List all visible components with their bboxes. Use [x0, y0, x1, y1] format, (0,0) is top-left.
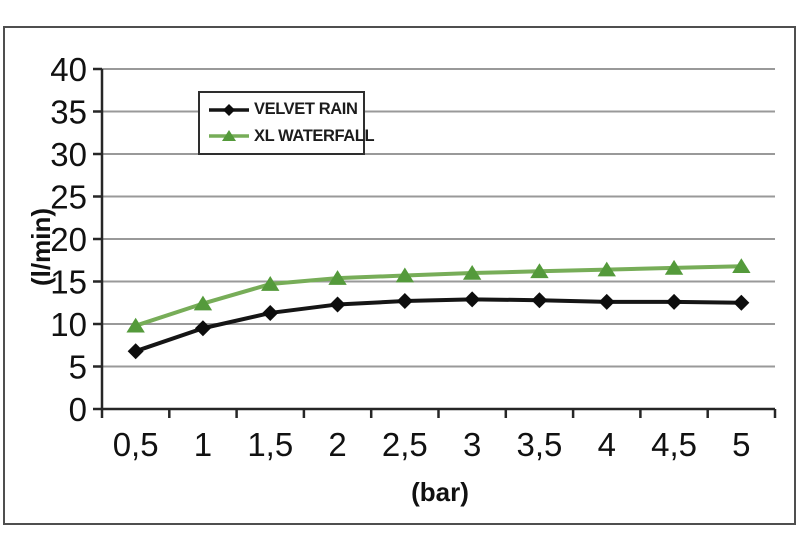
data-point-diamond-marker — [396, 293, 413, 310]
data-point-triangle-marker — [328, 270, 347, 285]
data-point-diamond-marker — [194, 320, 211, 337]
x-tick-label: 2,5 — [382, 426, 428, 463]
y-tick-label: 40 — [50, 51, 87, 88]
x-tick-label: 2 — [328, 426, 346, 463]
data-point-diamond-marker — [598, 293, 615, 310]
y-tick-label: 0 — [69, 391, 87, 428]
legend-label: VELVET RAIN — [254, 100, 358, 119]
x-tick-label: 4,5 — [651, 426, 697, 463]
x-tick-label: 0,5 — [113, 426, 159, 463]
legend-item-xl-waterfall: XL WATERFALL — [208, 127, 375, 146]
data-point-triangle-marker — [664, 259, 684, 275]
data-point-triangle-marker — [126, 317, 145, 333]
legend-triangle-marker-icon — [209, 130, 249, 142]
data-point-diamond-marker — [262, 304, 279, 321]
data-point-triangle-marker — [597, 261, 616, 277]
data-point-triangle-marker — [193, 295, 213, 311]
y-axis-title: (l/min) — [26, 208, 56, 286]
x-tick-label: 3 — [463, 426, 481, 463]
data-point-triangle-marker — [395, 267, 415, 283]
series-line-velvet-rain — [135, 297, 742, 354]
y-tick-label: 25 — [50, 179, 87, 216]
y-tick-label: 20 — [50, 221, 87, 258]
data-point-diamond-marker — [733, 294, 750, 311]
x-axis-title: (bar) — [411, 477, 469, 507]
y-tick-label: 30 — [50, 136, 87, 173]
x-tick-label: 4 — [598, 426, 616, 463]
series-line-xl-waterfall — [135, 264, 742, 328]
data-point-diamond-marker — [666, 293, 683, 310]
x-tick-label: 5 — [732, 426, 750, 463]
data-point-diamond-marker — [464, 291, 481, 308]
legend: VELVET RAIN XL WATERFALL — [198, 91, 375, 155]
data-point-diamond-marker — [127, 343, 144, 360]
legend-diamond-marker-icon — [209, 103, 249, 116]
data-point-triangle-marker — [530, 263, 549, 279]
data-point-diamond-marker — [329, 296, 346, 313]
y-tick-label: 5 — [69, 349, 87, 386]
y-tick-label: 15 — [50, 264, 87, 301]
data-point-diamond-marker — [531, 292, 548, 309]
y-tick-label: 35 — [50, 94, 87, 131]
x-tick-label: 3,5 — [517, 426, 563, 463]
x-tick-label: 1,5 — [247, 426, 293, 463]
data-point-triangle-marker — [732, 258, 751, 273]
legend-label: XL WATERFALL — [254, 126, 375, 145]
y-tick-label: 10 — [50, 306, 87, 343]
x-tick-label: 1 — [194, 426, 212, 463]
data-point-triangle-marker — [261, 276, 280, 291]
data-point-triangle-marker — [462, 265, 482, 280]
legend-item-velvet-rain: VELVET RAIN — [208, 100, 363, 119]
